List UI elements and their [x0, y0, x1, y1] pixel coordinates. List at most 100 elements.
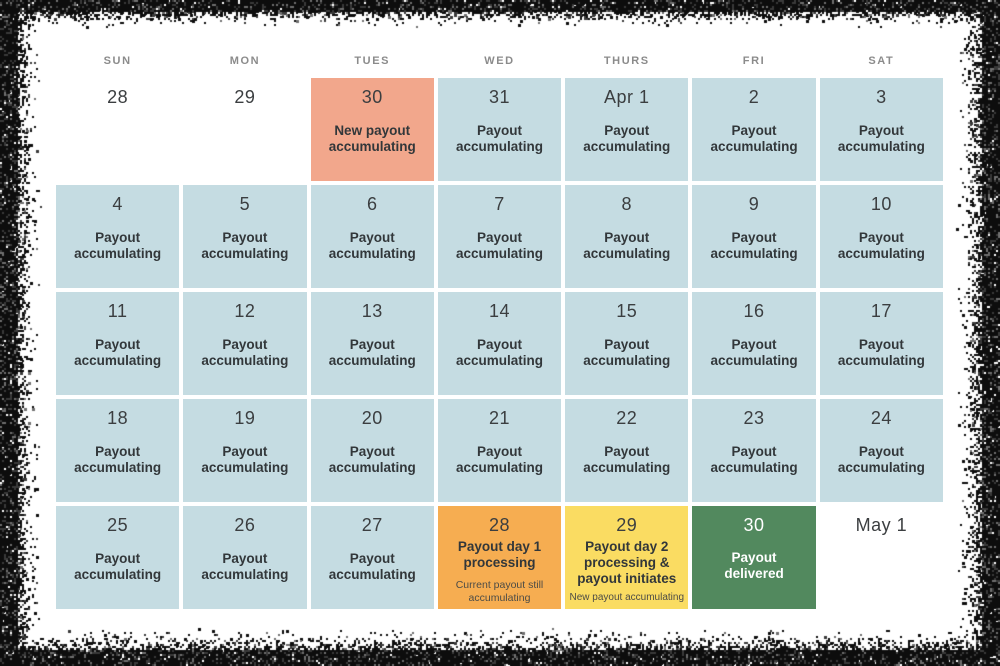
day-number: 22 [616, 408, 638, 428]
calendar-cell-blue: 10 Payout accumulating [819, 185, 943, 288]
day-number: 7 [494, 194, 505, 214]
weekday-header-sat: SAT [868, 55, 895, 67]
day-status-label: Payout accumulating [837, 123, 925, 154]
calendar-cell-blue: 19 Payout accumulating [183, 399, 307, 502]
day-number: 17 [870, 301, 892, 321]
day-number: 29 [616, 515, 638, 535]
day-number: 5 [239, 194, 251, 214]
calendar-cell-blue: 25 Payout accumulating [56, 506, 180, 609]
day-number: May 1 [855, 515, 908, 535]
calendar-cell-blue: 21 Payout accumulating [437, 399, 562, 502]
calendar-cell-yellow: 29 Payout day 2 processing & payout initi… [565, 506, 689, 609]
day-status-label: Payout accumulating [74, 337, 162, 368]
day-status-label: Payout delivered [724, 550, 784, 581]
day-status-label: Payout accumulating [837, 337, 925, 368]
day-number: 19 [234, 408, 256, 428]
day-number: 9 [748, 194, 760, 214]
weekday-header-row: SUN MON TUES WED THURS FRI SAT [56, 55, 943, 67]
day-number: 4 [112, 194, 123, 214]
calendar-cell-orange: 28 Payout day 1 processing Current payout … [437, 506, 562, 609]
day-status-label: Payout accumulating [583, 123, 671, 154]
day-status-label: Payout accumulating [328, 337, 416, 368]
day-number: 24 [870, 408, 892, 428]
calendar-cell-blue: Apr 1 Payout accumulating [565, 78, 689, 181]
day-number: 28 [107, 87, 129, 107]
calendar-cell-blue: 2 Payout accumulating [692, 78, 816, 181]
day-number: Apr 1 [604, 87, 650, 107]
day-number: 28 [488, 515, 510, 535]
day-status-label: Payout day 2 processing & payout initiat… [577, 539, 677, 586]
day-status-label: Payout accumulating [710, 337, 798, 368]
calendar-cell-blue: 23 Payout accumulating [692, 399, 816, 502]
day-status-label: Payout accumulating [74, 230, 162, 261]
calendar-cell-blue: 15 Payout accumulating [565, 292, 689, 395]
day-status-label: Payout accumulating [74, 444, 162, 475]
day-status-label: Payout accumulating [74, 551, 162, 582]
day-status-label: Payout accumulating [455, 123, 543, 154]
day-number: 31 [488, 87, 510, 107]
day-status-label: Payout accumulating [837, 444, 925, 475]
day-number: 30 [743, 515, 765, 535]
day-number: 16 [743, 301, 765, 321]
day-number: 12 [234, 301, 256, 321]
weekday-header-tues: TUES [354, 55, 391, 67]
weekday-header-sun: SUN [103, 55, 132, 67]
day-status-label: Payout accumulating [583, 230, 671, 261]
day-status-label: Payout accumulating [328, 551, 416, 582]
calendar-cell-blue: 18 Payout accumulating [56, 399, 180, 502]
day-status-label: Payout day 1 processing [457, 539, 542, 570]
calendar-cell-blue: 31 Payout accumulating [437, 78, 562, 181]
calendar-cell-blue: 8 Payout accumulating [565, 185, 689, 288]
calendar-grid: 28 29 30 New payout accumulating 31 Payout ac… [56, 78, 943, 609]
calendar-cell-blue: 22 Payout accumulating [565, 399, 689, 502]
day-status-label: Payout accumulating [201, 444, 289, 475]
day-number: 30 [361, 87, 383, 107]
day-number: 25 [107, 515, 129, 535]
day-number: 26 [234, 515, 256, 535]
day-number: 15 [616, 301, 638, 321]
day-status-label: Payout accumulating [201, 230, 289, 261]
day-number: 10 [870, 194, 892, 214]
day-number: 18 [107, 408, 129, 428]
calendar-cell-salmon: 30 New payout accumulating [310, 78, 434, 181]
day-status-label: Payout accumulating [455, 230, 543, 261]
day-status-label: New payout accumulating [328, 123, 416, 154]
weekday-header-wed: WED [484, 55, 515, 67]
day-status-label: Payout accumulating [328, 230, 416, 261]
day-number: 3 [876, 87, 887, 107]
calendar-cell-plain: May 1 [819, 506, 943, 609]
calendar-cell-blue: 11 Payout accumulating [56, 292, 180, 395]
day-status-label: Payout accumulating [583, 337, 671, 368]
day-status-label: Payout accumulating [201, 337, 289, 368]
calendar-cell-blue: 5 Payout accumulating [183, 185, 307, 288]
calendar-cell-blue: 4 Payout accumulating [56, 185, 180, 288]
day-status-sublabel: New payout accumulating [569, 592, 685, 604]
calendar-cell-blue: 26 Payout accumulating [183, 506, 307, 609]
day-status-label: Payout accumulating [455, 337, 543, 368]
calendar-cell-plain: 29 [183, 78, 307, 181]
day-number: 29 [234, 87, 256, 107]
day-status-label: Payout accumulating [583, 444, 671, 475]
day-number: 2 [748, 87, 760, 107]
day-number: 23 [743, 408, 765, 428]
calendar-cell-blue: 7 Payout accumulating [437, 185, 562, 288]
weekday-header-thurs: THURS [603, 55, 650, 67]
calendar-cell-blue: 14 Payout accumulating [437, 292, 562, 395]
calendar-cell-green: 30 Payout delivered [692, 506, 816, 609]
calendar-cell-blue: 3 Payout accumulating [819, 78, 943, 181]
day-status-label: Payout accumulating [328, 444, 416, 475]
calendar-cell-blue: 12 Payout accumulating [183, 292, 307, 395]
weekday-header-mon: MON [229, 55, 261, 67]
day-status-label: Payout accumulating [710, 444, 798, 475]
day-number: 21 [488, 408, 510, 428]
day-status-sublabel: Current payout still accumulating [455, 578, 544, 604]
calendar-cell-blue: 24 Payout accumulating [819, 399, 943, 502]
day-status-label: Payout accumulating [201, 551, 289, 582]
day-number: 11 [107, 301, 128, 321]
day-status-label: Payout accumulating [710, 123, 798, 154]
day-number: 13 [361, 301, 383, 321]
day-number: 6 [366, 194, 378, 214]
calendar-cell-plain: 28 [56, 78, 180, 181]
day-status-label: Payout accumulating [710, 230, 798, 261]
